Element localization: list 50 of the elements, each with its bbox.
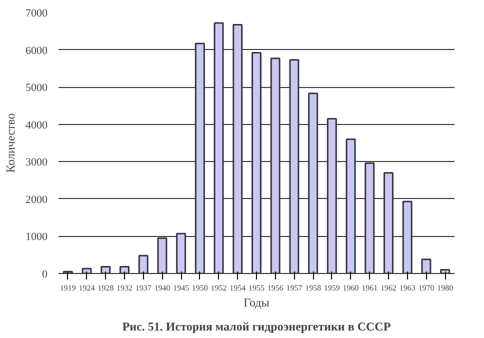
y-tick-label: 1000 <box>26 231 48 244</box>
x-tick-label: 1932 <box>116 284 132 292</box>
x-tick-label: 1970 <box>418 284 434 292</box>
x-axis-title: Годы <box>244 296 270 310</box>
bar <box>289 59 300 274</box>
x-tick-label: 1945 <box>173 284 190 292</box>
y-tick-label: 6000 <box>26 44 48 57</box>
x-tick-label: 1928 <box>98 284 114 292</box>
x-tick-label: 1963 <box>399 284 416 292</box>
bar <box>214 22 224 274</box>
x-tick-label: 1919 <box>60 284 76 292</box>
x-tick-label: 1958 <box>305 284 322 292</box>
y-tick-label: 2000 <box>26 194 48 206</box>
bar <box>270 58 280 274</box>
bar <box>232 24 243 274</box>
x-tick-label: 1924 <box>78 284 95 292</box>
x-tick-label: 1937 <box>135 284 152 292</box>
y-tick-label: 3000 <box>26 156 48 169</box>
x-tick-label: 1980 <box>437 284 454 292</box>
x-tick-label: 1959 <box>324 284 340 292</box>
x-tick-label: 1954 <box>230 284 246 292</box>
bar <box>157 237 168 274</box>
text: Рис. 51. История малой гидроэнергетики в СССР <box>122 320 391 334</box>
x-tick-label: 1961 <box>362 284 378 292</box>
y-tick-label: 4000 <box>26 119 48 132</box>
x-tick-label: 1956 <box>267 284 284 292</box>
y-axis-title: Количество <box>4 113 18 173</box>
bar <box>138 254 148 274</box>
bar <box>346 138 356 274</box>
x-tick-label: 1957 <box>286 284 302 292</box>
y-tick-label: 7000 <box>26 8 48 20</box>
bar <box>176 232 186 274</box>
bar <box>326 118 337 274</box>
x-tick-label: 1955 <box>248 284 264 292</box>
bar <box>402 200 412 274</box>
bar <box>384 172 394 274</box>
bar <box>364 162 375 274</box>
x-tick-label: 1940 <box>154 284 170 292</box>
x-tick-label: 1952 <box>210 284 227 292</box>
bar <box>421 258 432 274</box>
bar <box>100 266 111 274</box>
bar <box>252 52 262 274</box>
bar <box>308 92 318 274</box>
x-tick-label: 1950 <box>192 284 208 292</box>
x-tick-label: 1962 <box>380 284 396 292</box>
x-tick-label: 1960 <box>342 284 359 292</box>
bar <box>194 42 205 274</box>
y-tick-label: 5000 <box>26 82 48 94</box>
y-tick-label: 0 <box>42 268 48 280</box>
bar <box>120 266 130 274</box>
